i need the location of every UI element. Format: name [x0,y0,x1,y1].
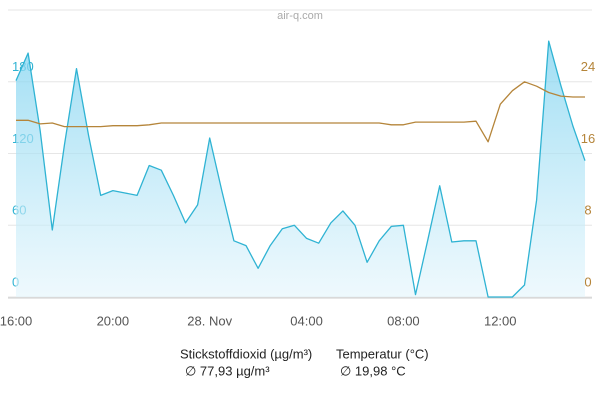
legend-entry: Stickstoffdioxid (µg/m³) [180,346,312,361]
x-tick-label: 20:00 [97,313,130,328]
y-tick-label: 0 [12,274,19,289]
legend: Stickstoffdioxid (µg/m³) ∅ 77,93 µg/m³ T… [180,346,429,378]
legend-entry: Temperatur (°C) [336,346,429,361]
x-tick-label: 16:00 [0,313,32,328]
x-tick-label: 28. Nov [187,313,232,328]
chart-title: air-q.com [277,10,323,22]
line [15,40,586,298]
x-tick-label: 12:00 [484,313,517,328]
y2-tick-label: 16 [581,131,595,146]
line [16,81,585,143]
y2-tick-label: 8 [584,203,591,218]
area [16,41,585,297]
y2-tick-label: 0 [584,274,591,289]
x-tick-label: 04:00 [290,313,323,328]
x-tick-label: 08:00 [387,313,420,328]
legend-summary: ∅ 77,93 µg/m³ [185,363,270,378]
legend-summary: ∅ 19,98 °C [340,363,406,378]
y2-tick-label: 24 [581,59,595,74]
